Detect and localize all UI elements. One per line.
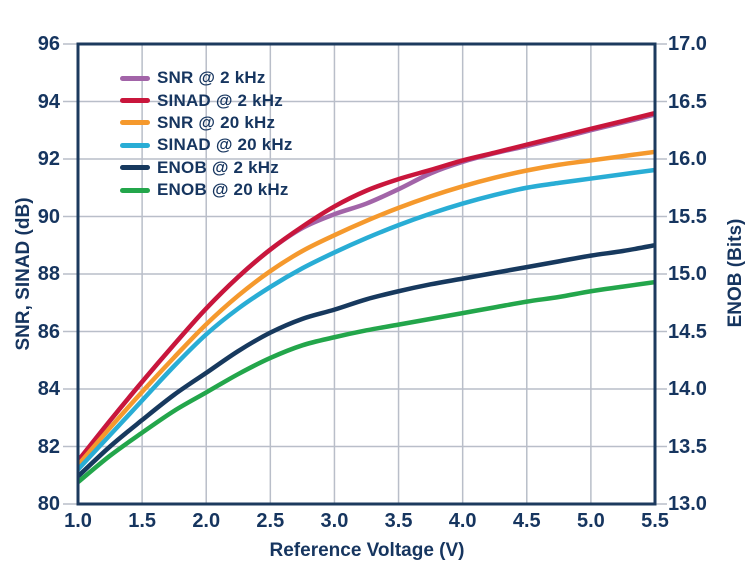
y-right-tick-label: 17.0 xyxy=(668,33,707,55)
legend-item-enob-20-khz: ENOB @ 20 kHz xyxy=(120,179,293,201)
x-tick-label: 3.5 xyxy=(384,510,413,532)
legend-line-swatch xyxy=(120,98,150,104)
y-left-tick-label: 84 xyxy=(37,378,60,400)
y-right-tick-label: 15.0 xyxy=(668,263,707,285)
legend-line-swatch xyxy=(120,165,150,171)
legend-item-sinad-2-khz: SINAD @ 2 kHz xyxy=(120,89,293,111)
x-tick-label: 4.0 xyxy=(448,510,477,532)
legend-label: ENOB @ 20 kHz xyxy=(157,180,289,200)
series-line-sinad-20-khz xyxy=(78,167,655,472)
y-left-tick-label: 86 xyxy=(37,320,60,343)
legend-label: SINAD @ 20 kHz xyxy=(157,135,293,155)
x-axis-label: Reference Voltage (V) xyxy=(269,540,465,561)
x-tick-label: 1.0 xyxy=(64,510,92,532)
legend-item-sinad-20-khz: SINAD @ 20 kHz xyxy=(120,134,293,156)
x-tick-label: 3.0 xyxy=(320,510,349,532)
x-tick-label: 2.5 xyxy=(256,510,285,532)
y-right-tick-label: 16.0 xyxy=(668,148,707,170)
legend-label: SINAD @ 2 kHz xyxy=(157,90,283,110)
y-left-tick-label: 90 xyxy=(37,205,60,228)
y-right-tick-label: 14.5 xyxy=(668,320,707,343)
series-line-enob-20-khz xyxy=(78,279,655,484)
legend-line-swatch xyxy=(120,75,150,81)
y-left-tick-label: 96 xyxy=(37,33,60,55)
y-right-tick-label: 13.5 xyxy=(668,435,707,458)
y-left-tick-label: 92 xyxy=(37,148,60,170)
legend-item-snr-2-khz: SNR @ 2 kHz xyxy=(120,67,293,89)
legend-line-swatch xyxy=(120,120,150,126)
x-tick-label: 5.0 xyxy=(576,510,605,532)
y-axis-right-label: ENOB (Bits) xyxy=(725,218,746,328)
series-line-enob-2-khz xyxy=(78,243,655,479)
y-right-tick-label: 13.0 xyxy=(668,493,707,515)
legend-item-snr-20-khz: SNR @ 20 kHz xyxy=(120,112,293,134)
legend-line-swatch xyxy=(120,187,150,193)
y-left-tick-label: 88 xyxy=(37,263,60,285)
x-tick-label: 4.5 xyxy=(512,510,541,532)
y-right-tick-label: 15.5 xyxy=(668,205,707,228)
y-left-tick-label: 94 xyxy=(37,90,60,113)
series-line-snr-20-khz xyxy=(78,149,655,467)
x-tick-label: 1.5 xyxy=(128,510,157,532)
legend-line-swatch xyxy=(120,142,150,148)
series-line-sinad-2-khz xyxy=(78,110,655,463)
legend-item-enob-2-khz: ENOB @ 2 kHz xyxy=(120,157,293,179)
y-left-tick-label: 82 xyxy=(37,435,60,458)
legend: SNR @ 2 kHz SINAD @ 2 kHz SNR @ 20 kHz SINA… xyxy=(120,67,293,201)
x-tick-label: 2.0 xyxy=(192,510,221,532)
legend-label: SNR @ 2 kHz xyxy=(157,68,266,88)
legend-label: SNR @ 20 kHz xyxy=(157,112,276,132)
legend-label: ENOB @ 2 kHz xyxy=(157,157,279,177)
y-left-tick-label: 80 xyxy=(37,493,60,515)
y-axis-left-label: SNR, SINAD (dB) xyxy=(13,197,34,351)
x-tick-label: 5.5 xyxy=(641,510,669,532)
y-right-tick-label: 16.5 xyxy=(668,90,707,113)
y-right-tick-label: 14.0 xyxy=(668,378,707,400)
